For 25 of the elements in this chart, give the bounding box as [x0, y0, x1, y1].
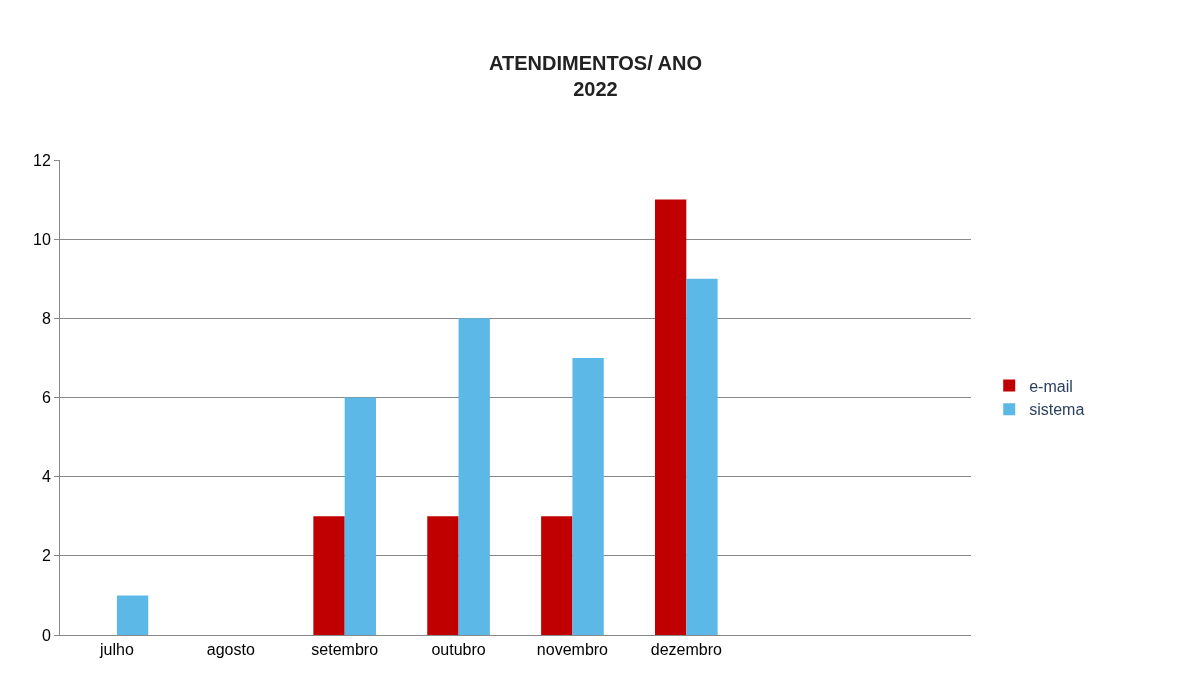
y-tick-label: 6	[41, 389, 51, 407]
bar	[116, 595, 149, 635]
x-tick-label: setembro	[311, 641, 379, 659]
bar	[313, 516, 345, 635]
bar	[655, 199, 687, 635]
y-tick-label: 12	[33, 151, 51, 169]
x-tick-label: julho	[99, 641, 134, 659]
bar	[427, 516, 459, 635]
bar	[458, 318, 490, 635]
chart-title: ATENDIMENTOS/ ANO 2022	[489, 51, 702, 100]
legend-label: sistema	[1029, 401, 1085, 419]
bar	[686, 278, 718, 635]
bar	[572, 357, 604, 635]
y-tick-label: 0	[41, 626, 51, 644]
legend-label: e-mail	[1029, 377, 1073, 395]
x-tick-label: dezembro	[650, 641, 722, 659]
x-tick-label: agosto	[206, 641, 255, 659]
bar	[541, 516, 573, 635]
y-tick-label: 4	[41, 468, 51, 486]
y-tick-label: 10	[33, 230, 51, 248]
bar	[344, 397, 376, 635]
y-tick-label: 2	[41, 547, 51, 565]
x-tick-label: novembro	[536, 641, 609, 659]
y-tick-label: 8	[41, 309, 51, 327]
x-tick-label: outubro	[431, 641, 486, 659]
